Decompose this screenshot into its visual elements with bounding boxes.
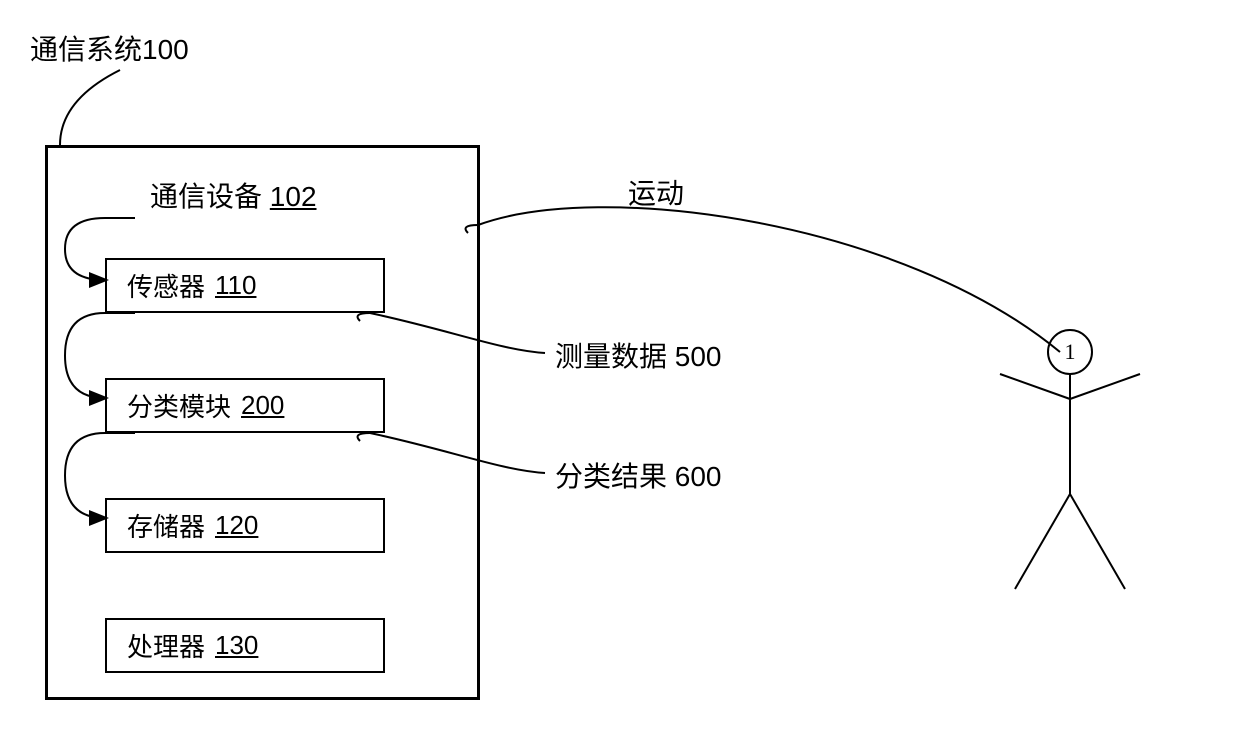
component-ref: 120 bbox=[215, 510, 258, 541]
annotation-text: 运动 bbox=[628, 178, 684, 209]
system-label-text: 通信系统100 bbox=[30, 34, 189, 65]
component-label: 存储器 bbox=[127, 507, 205, 544]
annotation-text: 测量数据 500 bbox=[555, 341, 722, 372]
component-ref: 110 bbox=[215, 270, 256, 301]
device-title-text: 通信设备 bbox=[150, 181, 262, 212]
device-title: 通信设备 102 bbox=[150, 175, 317, 215]
annotation-motion: 运动 bbox=[628, 172, 684, 212]
component-label: 传感器 bbox=[127, 267, 205, 304]
system-label: 通信系统100 bbox=[30, 28, 189, 68]
component-ref: 130 bbox=[215, 630, 258, 661]
component-label: 分类模块 bbox=[127, 387, 231, 424]
component-classifier: 分类模块 200 bbox=[105, 378, 385, 433]
annotation-result: 分类结果 600 bbox=[555, 455, 722, 495]
component-label: 处理器 bbox=[127, 627, 205, 664]
annotation-measurement: 测量数据 500 bbox=[555, 335, 722, 375]
component-ref: 200 bbox=[241, 390, 284, 421]
annotation-text: 分类结果 600 bbox=[555, 461, 722, 492]
component-processor: 处理器 130 bbox=[105, 618, 385, 673]
svg-text:1: 1 bbox=[1065, 339, 1076, 364]
device-ref: 102 bbox=[270, 181, 317, 212]
component-memory: 存储器 120 bbox=[105, 498, 385, 553]
component-sensor: 传感器 110 bbox=[105, 258, 385, 313]
